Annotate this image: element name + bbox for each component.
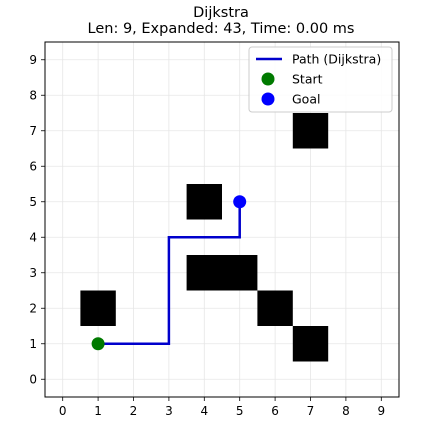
x-tick-label-9: 9 [377,404,385,418]
x-tick-label-0: 0 [59,404,67,418]
markers [91,195,247,351]
y-tick-label-2: 2 [29,302,37,316]
obstacle-cell-3 [186,184,222,220]
x-tick-label-8: 8 [342,404,350,418]
start-marker [91,337,105,351]
obstacles [80,113,329,362]
legend-path-label: Path (Dijkstra) [292,52,381,67]
legend-start-label: Start [292,72,323,87]
y-tick-label-7: 7 [29,124,37,138]
y-tick-label-1: 1 [29,337,37,351]
y-tick-label-4: 4 [29,231,37,245]
x-tick-label-1: 1 [94,404,102,418]
obstacle-cell-2 [222,255,258,291]
obstacle-cell-5 [292,326,329,362]
y-tick-label-5: 5 [29,195,37,209]
legend-goal-label: Goal [292,92,320,107]
x-tick-label-4: 4 [200,404,208,418]
y-tick-label-3: 3 [29,266,37,280]
plot-frame [44,41,400,398]
path-layer [98,201,241,345]
y-tick-label-0: 0 [29,373,37,387]
path-line [98,201,241,345]
obstacle-cell-4 [257,290,293,326]
obstacle-cell-0 [80,290,116,326]
x-tick-label-6: 6 [271,404,279,418]
y-tick-label-8: 8 [29,89,37,103]
y-tick-label-9: 9 [29,53,37,67]
obstacle-cell-6 [292,113,329,149]
y-tick-label-6: 6 [29,160,37,174]
legend-goal-swatch [261,92,275,106]
goal-marker [233,195,247,209]
chart-subtitle: Len: 9, Expanded: 43, Time: 0.00 ms [88,21,355,37]
legend-start-swatch [261,72,275,86]
axis-ticks: 0 1 2 3 4 5 6 7 8 9 0 1 2 3 4 5 6 7 8 9 [29,53,385,418]
obstacle-cell-1 [186,255,222,291]
legend-box [248,46,393,113]
x-tick-label-7: 7 [307,404,315,418]
x-tick-label-3: 3 [165,404,173,418]
x-tick-label-2: 2 [130,404,138,418]
x-tick-label-5: 5 [236,404,244,418]
chart-title: Dijkstra [193,5,249,21]
legend: Path (Dijkstra) Start Goal [248,46,393,113]
